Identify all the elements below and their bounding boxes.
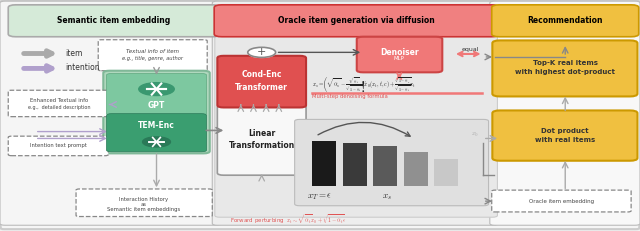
FancyBboxPatch shape <box>212 1 498 225</box>
Text: Semantic item embedding: Semantic item embedding <box>58 16 171 25</box>
Text: Cond-Enc
Transformer: Cond-Enc Transformer <box>236 70 288 92</box>
Text: Forward perturbing  $x_t \sim \sqrt{\alpha_t}x_0 + \sqrt{1-\alpha_t}\epsilon$: Forward perturbing $x_t \sim \sqrt{\alph… <box>230 213 347 226</box>
Text: GPT: GPT <box>148 101 165 110</box>
Text: e.g., title, genre, author: e.g., title, genre, author <box>122 56 183 61</box>
Text: Oracle item generation via diffusion: Oracle item generation via diffusion <box>278 16 435 25</box>
Text: $x_T = \epsilon$: $x_T = \epsilon$ <box>307 192 332 202</box>
Text: +: + <box>257 47 266 57</box>
Text: MLP: MLP <box>394 56 404 61</box>
Bar <box>312 141 337 185</box>
FancyBboxPatch shape <box>490 1 640 225</box>
FancyBboxPatch shape <box>492 5 639 37</box>
Text: Intention text prompt: Intention text prompt <box>30 143 87 148</box>
Text: as: as <box>141 202 147 207</box>
FancyBboxPatch shape <box>98 40 207 71</box>
Bar <box>404 152 428 185</box>
Text: $x_0$: $x_0$ <box>471 131 479 139</box>
Bar <box>343 143 367 185</box>
FancyBboxPatch shape <box>103 71 210 153</box>
Text: Oracle item embedding: Oracle item embedding <box>529 199 594 204</box>
Text: item: item <box>65 49 83 58</box>
Text: e.g.,  detailed description: e.g., detailed description <box>28 105 90 110</box>
Text: $x_s = \!\left(\!\sqrt{\alpha_s} - \frac{\sqrt{\alpha_t}}{\sqrt{1-\alpha_t}}\!\r: $x_s = \!\left(\!\sqrt{\alpha_s} - \frac… <box>312 75 417 94</box>
Text: Multi-step denoising formula: Multi-step denoising formula <box>312 94 388 99</box>
FancyBboxPatch shape <box>106 73 207 115</box>
Bar <box>373 146 397 185</box>
FancyBboxPatch shape <box>218 56 306 107</box>
Circle shape <box>248 47 276 58</box>
FancyBboxPatch shape <box>76 189 212 216</box>
Text: Linear
Transformation: Linear Transformation <box>228 129 295 150</box>
Text: Interaction History: Interaction History <box>119 197 168 202</box>
Bar <box>434 159 458 185</box>
Text: equal: equal <box>461 47 479 52</box>
Text: Top-K real items
with highest dot-product: Top-K real items with highest dot-produc… <box>515 60 615 75</box>
Text: Dot product
with real items: Dot product with real items <box>535 128 595 143</box>
Circle shape <box>139 83 174 96</box>
FancyBboxPatch shape <box>215 34 497 217</box>
FancyBboxPatch shape <box>294 119 488 206</box>
FancyBboxPatch shape <box>492 190 631 212</box>
FancyBboxPatch shape <box>8 5 220 37</box>
Text: Enhanced Textual info: Enhanced Textual info <box>30 98 88 103</box>
Text: Recommendation: Recommendation <box>527 16 603 25</box>
Text: intention: intention <box>65 64 100 73</box>
Text: Textual info of item: Textual info of item <box>126 49 179 54</box>
FancyBboxPatch shape <box>492 40 637 96</box>
Text: Denoiser: Denoiser <box>380 48 419 57</box>
FancyBboxPatch shape <box>106 114 207 152</box>
Text: TEM-Enc: TEM-Enc <box>138 121 175 130</box>
FancyBboxPatch shape <box>214 5 499 37</box>
FancyBboxPatch shape <box>356 37 442 72</box>
Text: $x_s$: $x_s$ <box>381 192 392 202</box>
FancyBboxPatch shape <box>218 105 306 175</box>
FancyBboxPatch shape <box>8 136 108 156</box>
FancyBboxPatch shape <box>492 110 637 161</box>
Text: Semantic item embeddings: Semantic item embeddings <box>108 207 180 212</box>
Circle shape <box>143 137 170 147</box>
FancyBboxPatch shape <box>0 1 221 225</box>
FancyBboxPatch shape <box>8 90 109 117</box>
